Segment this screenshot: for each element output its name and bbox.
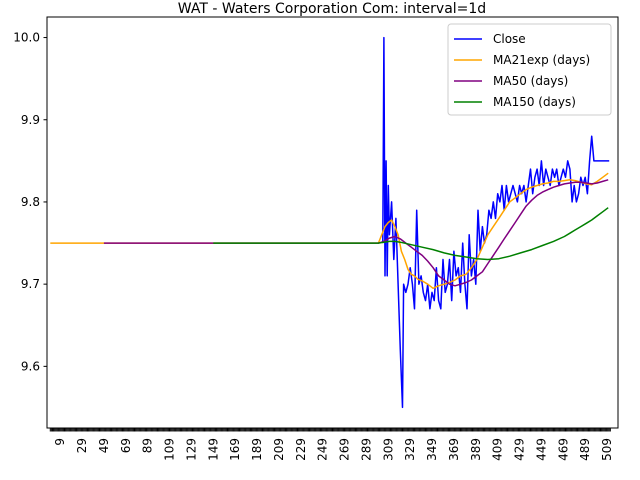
- x-tick-label: 129: [184, 438, 198, 461]
- x-tick-label: 309: [381, 438, 395, 461]
- series-line-0: [382, 36, 610, 409]
- series-line-3: [213, 207, 609, 261]
- x-tick-label: 9: [53, 438, 67, 446]
- y-tick-label: 9.7: [21, 277, 40, 291]
- plot-area-frame: [46, 16, 619, 429]
- x-tick-label: 149: [206, 438, 220, 461]
- x-tick-label: 429: [513, 438, 527, 461]
- x-tick-label: 289: [359, 438, 373, 461]
- chart-title: WAT - Waters Corporation Com: interval=1…: [178, 1, 486, 17]
- x-tick-label: 449: [534, 438, 548, 461]
- x-tick-label: 29: [75, 438, 89, 453]
- y-tick-label: 9.8: [21, 195, 40, 209]
- x-tick-label: 189: [250, 438, 264, 461]
- x-tick-label: 69: [119, 438, 133, 453]
- legend: Close MA21exp (days) MA50 (days) MA150 (day…: [447, 23, 612, 116]
- x-tick-label: 109: [163, 438, 177, 461]
- legend-label: MA21exp (days): [493, 53, 590, 67]
- x-tick-label: 229: [294, 438, 308, 461]
- x-tick-label: 49: [97, 438, 111, 453]
- series-line-2: [103, 179, 609, 287]
- x-tick-label: 89: [141, 438, 155, 453]
- x-tick-label: 469: [556, 438, 570, 461]
- x-tick-label: 169: [228, 438, 242, 461]
- x-tick-label: 389: [469, 438, 483, 461]
- x-tick-label: 329: [403, 438, 417, 461]
- x-tick-label: 269: [338, 438, 352, 461]
- y-tick-label: 10.0: [13, 31, 40, 45]
- legend-label: MA150 (days): [493, 95, 576, 109]
- x-tick-label: 369: [447, 438, 461, 461]
- legend-label: Close: [493, 32, 526, 46]
- legend-label: MA50 (days): [493, 74, 568, 88]
- series-line-1: [50, 172, 609, 290]
- legend-box: [447, 23, 612, 116]
- x-tick-label: 249: [316, 438, 330, 461]
- x-tick-label: 509: [600, 438, 614, 461]
- y-tick-label: 9.9: [21, 113, 40, 127]
- series-lines: [50, 36, 610, 409]
- x-tick-label: 349: [425, 438, 439, 461]
- x-tick-label: 209: [272, 438, 286, 461]
- y-tick-label: 9.6: [21, 359, 40, 373]
- x-tick-label: 409: [491, 438, 505, 461]
- y-axis-ticks: 9.6 9.7 9.8 9.9 10.0: [13, 31, 47, 373]
- x-axis-ticks: 9 29 49 69 89 109 129 149 169 189 209 229 249 269 289 3…: [49, 428, 614, 461]
- x-tick-label: 489: [578, 438, 592, 461]
